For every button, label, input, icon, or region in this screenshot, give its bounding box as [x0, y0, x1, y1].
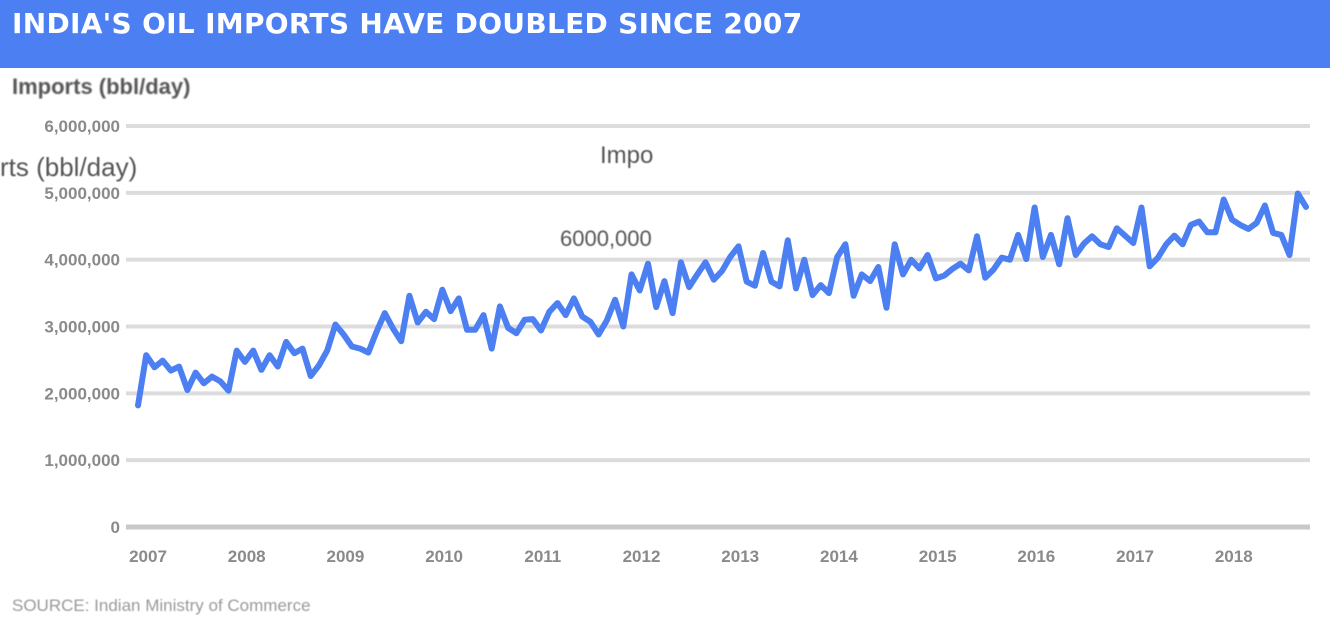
y-tick-label: 6,000,000 — [44, 117, 120, 136]
chart-title: INDIA'S OIL IMPORTS HAVE DOUBLED SINCE 2… — [12, 7, 803, 40]
source-note: SOURCE: Indian Ministry of Commerce — [12, 596, 311, 615]
y-tick-label: 1,000,000 — [44, 451, 120, 470]
line-chart: 0 1,000,000 2,000,000 3,000,000 4,000,000 5,0… — [44, 117, 1310, 565]
x-tick-label: 2012 — [623, 547, 661, 565]
x-tick-label: 2009 — [326, 547, 364, 565]
x-tick-label: 2007 — [129, 547, 167, 565]
x-tick-labels: 2007 2008 2009 2010 2011 2012 2013 2014 2015 2016… — [129, 547, 1253, 565]
x-tick-label: 2018 — [1215, 547, 1253, 565]
y-tick-label: 4,000,000 — [44, 251, 120, 270]
y-tick-label: 3,000,000 — [44, 318, 120, 337]
y-tick-label: 2,000,000 — [44, 384, 120, 403]
x-tick-label: 2011 — [524, 547, 561, 565]
y-tick-label: 0 — [111, 518, 120, 537]
y-tick-labels: 0 1,000,000 2,000,000 3,000,000 4,000,000 5,0… — [44, 117, 120, 537]
x-tick-label: 2017 — [1116, 547, 1154, 565]
title-banner: INDIA'S OIL IMPORTS HAVE DOUBLED SINCE 2… — [0, 0, 1330, 68]
x-tick-label: 2013 — [721, 547, 759, 565]
y-axis-units-label: Imports (bbl/day) — [12, 74, 191, 99]
x-tick-label: 2008 — [228, 547, 266, 565]
imports-series-line — [135, 190, 1309, 409]
x-tick-label: 2010 — [425, 547, 463, 565]
x-tick-label: 2016 — [1017, 547, 1055, 565]
x-tick-label: 2015 — [919, 547, 957, 565]
y-tick-label: 5,000,000 — [44, 184, 120, 203]
overlay-short-label: Impo — [600, 142, 654, 169]
overlay-value-label: 6000,000 — [560, 226, 652, 251]
series-group — [135, 190, 1309, 409]
gridlines — [126, 124, 1310, 530]
x-tick-label: 2014 — [820, 547, 858, 565]
overlay-series-label: rts (bbl/day) — [0, 152, 138, 182]
